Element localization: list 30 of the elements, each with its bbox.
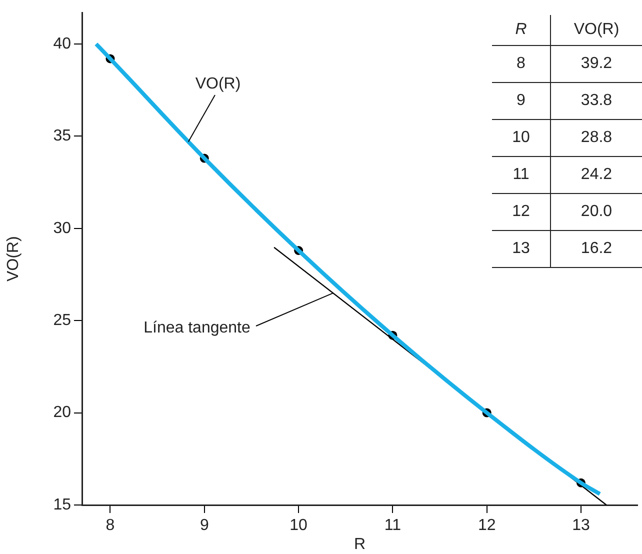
annotation: Línea tangente (144, 319, 250, 336)
annotation: 16.2 (550, 230, 642, 268)
annotation: 12 (492, 194, 550, 230)
y-tick-label: 30 (53, 220, 72, 237)
x-tick-label: 9 (200, 517, 209, 534)
annotation: 10 (492, 120, 550, 156)
annotation: 13 (492, 230, 550, 268)
text: VO(R) (5, 236, 22, 282)
annotation: VO(R) (195, 75, 241, 92)
annotation: 28.8 (550, 120, 642, 156)
x-tick-label: 10 (290, 517, 308, 534)
y-tick-label: 35 (53, 128, 72, 145)
annotation: 39.2 (550, 46, 642, 82)
annotation: 20.0 (550, 194, 642, 230)
text: R (354, 536, 366, 553)
annotation: 9 (492, 82, 550, 120)
annotation: 33.8 (550, 82, 642, 120)
x-tick-label: 11 (384, 517, 402, 534)
annotation: 11 (492, 156, 550, 194)
annotation: 8 (492, 46, 550, 82)
y-tick-label: 20 (53, 404, 72, 422)
annotation: 24.2 (550, 156, 642, 194)
y-tick-label: 15 (53, 496, 72, 514)
x-tick-label: 12 (478, 517, 496, 534)
y-tick-label: 25 (53, 312, 72, 329)
x-axis-title: R (492, 15, 550, 46)
y-tick-label: 40 (53, 35, 72, 52)
x-tick-label: 8 (106, 517, 115, 534)
y-axis-title: VO(R) (550, 15, 642, 46)
x-tick-label: 13 (572, 517, 590, 534)
